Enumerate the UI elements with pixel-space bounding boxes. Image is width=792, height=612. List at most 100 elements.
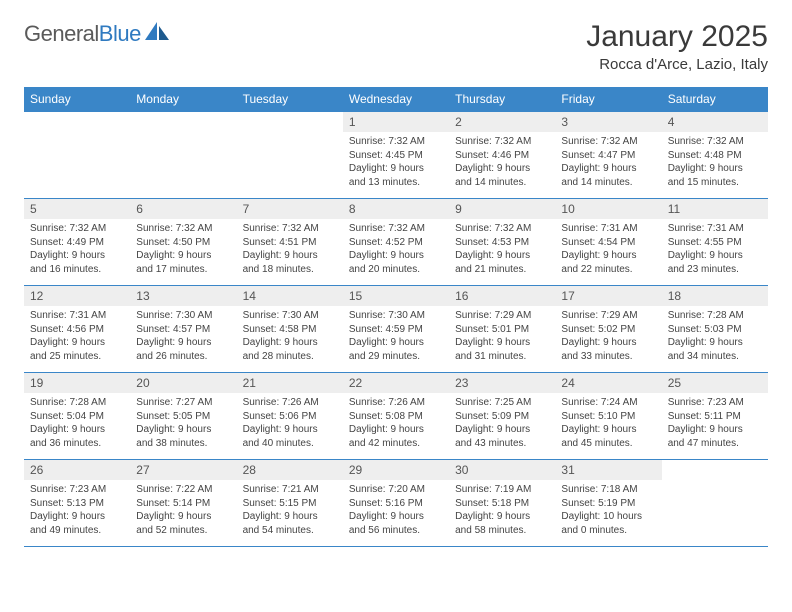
date-detail-cell: Sunrise: 7:28 AMSunset: 5:03 PMDaylight:… bbox=[662, 306, 768, 373]
date-detail-cell: Sunrise: 7:30 AMSunset: 4:58 PMDaylight:… bbox=[237, 306, 343, 373]
date-number-row: 567891011 bbox=[24, 199, 768, 220]
sunset-line: Sunset: 4:58 PM bbox=[243, 323, 337, 337]
sunset-line: Sunset: 4:53 PM bbox=[455, 236, 549, 250]
date-detail-cell: Sunrise: 7:32 AMSunset: 4:45 PMDaylight:… bbox=[343, 132, 449, 199]
date-number-row: 262728293031 bbox=[24, 460, 768, 481]
sunrise-line: Sunrise: 7:23 AM bbox=[668, 396, 762, 410]
date-detail-cell: Sunrise: 7:32 AMSunset: 4:48 PMDaylight:… bbox=[662, 132, 768, 199]
sunrise-line: Sunrise: 7:32 AM bbox=[136, 222, 230, 236]
date-detail-cell: Sunrise: 7:31 AMSunset: 4:55 PMDaylight:… bbox=[662, 219, 768, 286]
sunrise-line: Sunrise: 7:30 AM bbox=[243, 309, 337, 323]
daylight-line: Daylight: 9 hours and 22 minutes. bbox=[561, 249, 655, 276]
sunset-line: Sunset: 5:19 PM bbox=[561, 497, 655, 511]
sunrise-line: Sunrise: 7:32 AM bbox=[668, 135, 762, 149]
sunrise-line: Sunrise: 7:30 AM bbox=[136, 309, 230, 323]
date-number-cell: 30 bbox=[449, 460, 555, 481]
date-number-cell: 10 bbox=[555, 199, 661, 220]
sunrise-line: Sunrise: 7:21 AM bbox=[243, 483, 337, 497]
date-number-cell bbox=[24, 112, 130, 133]
sunrise-line: Sunrise: 7:28 AM bbox=[668, 309, 762, 323]
date-number-cell: 3 bbox=[555, 112, 661, 133]
date-detail-cell: Sunrise: 7:23 AMSunset: 5:13 PMDaylight:… bbox=[24, 480, 130, 547]
daylight-line: Daylight: 9 hours and 49 minutes. bbox=[30, 510, 124, 537]
sunset-line: Sunset: 4:59 PM bbox=[349, 323, 443, 337]
daylight-line: Daylight: 9 hours and 33 minutes. bbox=[561, 336, 655, 363]
logo-text: GeneralBlue bbox=[24, 21, 141, 47]
date-detail-row: Sunrise: 7:32 AMSunset: 4:45 PMDaylight:… bbox=[24, 132, 768, 199]
weekday-header: Friday bbox=[555, 87, 661, 112]
date-number-cell: 28 bbox=[237, 460, 343, 481]
sunrise-line: Sunrise: 7:30 AM bbox=[349, 309, 443, 323]
daylight-line: Daylight: 9 hours and 54 minutes. bbox=[243, 510, 337, 537]
date-detail-row: Sunrise: 7:32 AMSunset: 4:49 PMDaylight:… bbox=[24, 219, 768, 286]
sunset-line: Sunset: 5:18 PM bbox=[455, 497, 549, 511]
date-detail-cell bbox=[130, 132, 236, 199]
daylight-line: Daylight: 9 hours and 58 minutes. bbox=[455, 510, 549, 537]
date-detail-cell bbox=[237, 132, 343, 199]
date-detail-cell: Sunrise: 7:31 AMSunset: 4:56 PMDaylight:… bbox=[24, 306, 130, 373]
sunrise-line: Sunrise: 7:28 AM bbox=[30, 396, 124, 410]
daylight-line: Daylight: 9 hours and 20 minutes. bbox=[349, 249, 443, 276]
weekday-header: Wednesday bbox=[343, 87, 449, 112]
date-detail-cell: Sunrise: 7:22 AMSunset: 5:14 PMDaylight:… bbox=[130, 480, 236, 547]
sunset-line: Sunset: 5:03 PM bbox=[668, 323, 762, 337]
date-detail-cell: Sunrise: 7:29 AMSunset: 5:02 PMDaylight:… bbox=[555, 306, 661, 373]
sunset-line: Sunset: 5:13 PM bbox=[30, 497, 124, 511]
sunset-line: Sunset: 5:08 PM bbox=[349, 410, 443, 424]
sunrise-line: Sunrise: 7:18 AM bbox=[561, 483, 655, 497]
date-number-cell: 15 bbox=[343, 286, 449, 307]
date-number-cell: 9 bbox=[449, 199, 555, 220]
sunset-line: Sunset: 5:02 PM bbox=[561, 323, 655, 337]
sunrise-line: Sunrise: 7:23 AM bbox=[30, 483, 124, 497]
daylight-line: Daylight: 9 hours and 16 minutes. bbox=[30, 249, 124, 276]
calendar-page: GeneralBlue January 2025 Rocca d'Arce, L… bbox=[0, 0, 792, 567]
sunrise-line: Sunrise: 7:22 AM bbox=[136, 483, 230, 497]
date-detail-cell: Sunrise: 7:24 AMSunset: 5:10 PMDaylight:… bbox=[555, 393, 661, 460]
date-number-cell: 20 bbox=[130, 373, 236, 394]
sunset-line: Sunset: 5:01 PM bbox=[455, 323, 549, 337]
date-number-cell: 2 bbox=[449, 112, 555, 133]
sunrise-line: Sunrise: 7:32 AM bbox=[561, 135, 655, 149]
date-detail-cell: Sunrise: 7:32 AMSunset: 4:47 PMDaylight:… bbox=[555, 132, 661, 199]
weekday-header: Sunday bbox=[24, 87, 130, 112]
date-number-cell: 21 bbox=[237, 373, 343, 394]
date-number-cell bbox=[662, 460, 768, 481]
sunset-line: Sunset: 4:46 PM bbox=[455, 149, 549, 163]
sunset-line: Sunset: 4:51 PM bbox=[243, 236, 337, 250]
sunset-line: Sunset: 5:16 PM bbox=[349, 497, 443, 511]
sunrise-line: Sunrise: 7:27 AM bbox=[136, 396, 230, 410]
date-number-cell bbox=[130, 112, 236, 133]
daylight-line: Daylight: 9 hours and 31 minutes. bbox=[455, 336, 549, 363]
sunset-line: Sunset: 5:06 PM bbox=[243, 410, 337, 424]
sunset-line: Sunset: 4:52 PM bbox=[349, 236, 443, 250]
date-detail-row: Sunrise: 7:28 AMSunset: 5:04 PMDaylight:… bbox=[24, 393, 768, 460]
date-number-row: 12131415161718 bbox=[24, 286, 768, 307]
weekday-header: Saturday bbox=[662, 87, 768, 112]
date-number-cell: 5 bbox=[24, 199, 130, 220]
date-detail-cell: Sunrise: 7:32 AMSunset: 4:49 PMDaylight:… bbox=[24, 219, 130, 286]
location-subtitle: Rocca d'Arce, Lazio, Italy bbox=[586, 56, 768, 73]
sunset-line: Sunset: 5:11 PM bbox=[668, 410, 762, 424]
daylight-line: Daylight: 9 hours and 25 minutes. bbox=[30, 336, 124, 363]
sunrise-line: Sunrise: 7:24 AM bbox=[561, 396, 655, 410]
logo-word-1: General bbox=[24, 21, 99, 46]
daylight-line: Daylight: 9 hours and 13 minutes. bbox=[349, 162, 443, 189]
daylight-line: Daylight: 9 hours and 40 minutes. bbox=[243, 423, 337, 450]
sunrise-line: Sunrise: 7:29 AM bbox=[561, 309, 655, 323]
sunset-line: Sunset: 5:09 PM bbox=[455, 410, 549, 424]
sunrise-line: Sunrise: 7:31 AM bbox=[30, 309, 124, 323]
date-detail-cell: Sunrise: 7:26 AMSunset: 5:06 PMDaylight:… bbox=[237, 393, 343, 460]
date-detail-row: Sunrise: 7:31 AMSunset: 4:56 PMDaylight:… bbox=[24, 306, 768, 373]
date-number-cell: 7 bbox=[237, 199, 343, 220]
date-number-cell: 23 bbox=[449, 373, 555, 394]
date-detail-cell: Sunrise: 7:19 AMSunset: 5:18 PMDaylight:… bbox=[449, 480, 555, 547]
daylight-line: Daylight: 9 hours and 42 minutes. bbox=[349, 423, 443, 450]
daylight-line: Daylight: 9 hours and 43 minutes. bbox=[455, 423, 549, 450]
date-number-cell: 6 bbox=[130, 199, 236, 220]
date-number-cell: 14 bbox=[237, 286, 343, 307]
date-detail-cell: Sunrise: 7:30 AMSunset: 4:59 PMDaylight:… bbox=[343, 306, 449, 373]
sunrise-line: Sunrise: 7:19 AM bbox=[455, 483, 549, 497]
weekday-header: Monday bbox=[130, 87, 236, 112]
date-detail-cell: Sunrise: 7:27 AMSunset: 5:05 PMDaylight:… bbox=[130, 393, 236, 460]
weekday-header-row: SundayMondayTuesdayWednesdayThursdayFrid… bbox=[24, 87, 768, 112]
